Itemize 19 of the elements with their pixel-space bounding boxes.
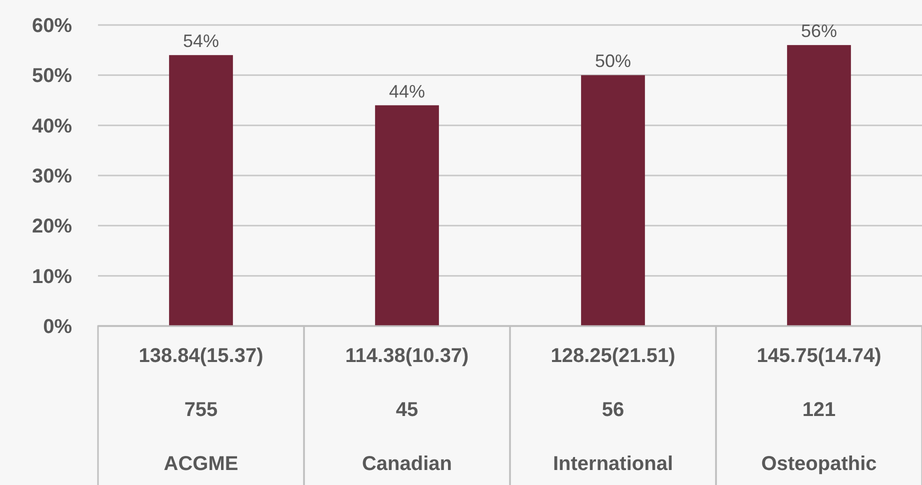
y-tick-label: 10% <box>32 266 72 288</box>
y-tick-label: 40% <box>32 115 72 138</box>
y-tick-label: 30% <box>32 166 72 188</box>
data-label: 44% <box>388 81 426 102</box>
bar <box>169 55 233 326</box>
data-label: 50% <box>594 51 632 72</box>
bar <box>581 75 645 326</box>
y-tick-label: 60% <box>32 15 72 37</box>
bar <box>375 105 439 326</box>
data-label: 54% <box>182 31 220 52</box>
category-label: 138.84(15.37) 755 ACGME <box>138 345 264 475</box>
data-label: 56% <box>800 21 838 42</box>
y-tick-label: 20% <box>32 216 72 238</box>
y-tick-label: 50% <box>32 65 72 88</box>
bar <box>787 45 851 326</box>
y-tick-label: 0% <box>43 316 72 338</box>
category-label: 128.25(21.51) 56 International <box>550 345 676 475</box>
category-label: 114.38(10.37) 45 Canadian <box>345 345 469 475</box>
category-label: 145.75(14.74) 121 Osteopathic <box>756 345 882 475</box>
